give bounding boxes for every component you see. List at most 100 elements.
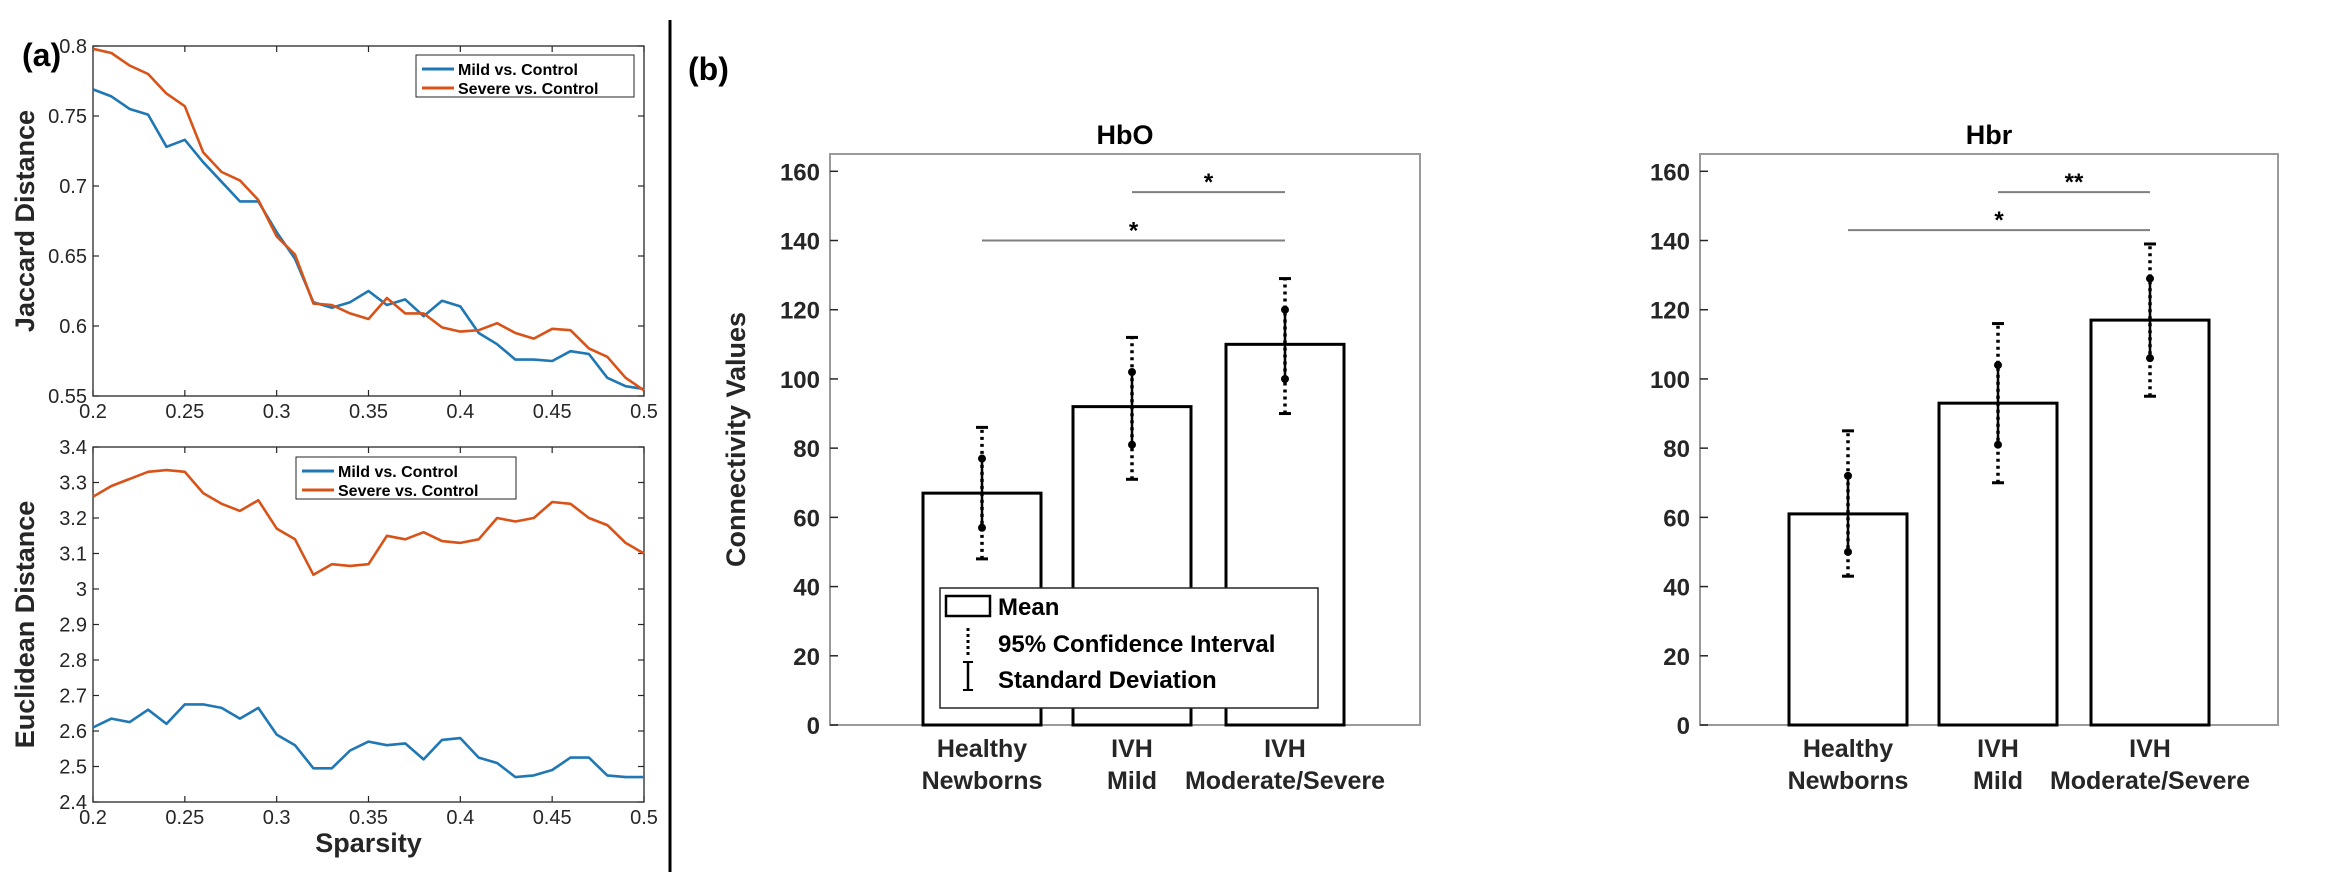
y-tick-label: 40 — [793, 575, 820, 602]
std-cap — [1281, 374, 1289, 383]
x-tick-label: 0.4 — [446, 401, 474, 423]
jaccard-chart: 0.2 0.25 0.3 0.35 0.4 0.45 0.5 0.55 0.6 0.65 0.7 0.… — [10, 36, 658, 423]
legend: Mean 95% Confidence Interval Standard Devi… — [939, 587, 1319, 709]
y-axis-label: Jaccard Distance — [10, 110, 40, 332]
x-tick-label: 0.4 — [446, 807, 474, 829]
std-cap — [1281, 305, 1289, 314]
y-tick-label: 160 — [780, 159, 820, 186]
x-tick-label: 0.35 — [349, 807, 388, 829]
y-tick-label: 20 — [793, 644, 820, 671]
y-tick-label: 80 — [793, 436, 820, 463]
y-tick-label: 2.9 — [59, 615, 87, 637]
y-axis-label: Connectivity Values — [721, 312, 751, 567]
y-tick-label: 0 — [807, 713, 820, 740]
y-tick-label: 20 — [1663, 644, 1690, 671]
significance-star: ** — [2065, 169, 2084, 196]
legend-label: Standard Deviation — [998, 667, 1217, 694]
x-tick-label: 0.25 — [165, 401, 204, 423]
legend-label: 95% Confidence Interval — [998, 631, 1275, 658]
y-tick-label: 100 — [780, 367, 820, 394]
x-tick-label: 0.2 — [79, 401, 107, 423]
category-label: Mild — [1107, 767, 1157, 795]
std-cap — [1994, 361, 2002, 370]
plot-frame — [92, 446, 645, 803]
y-tick-label: 0.6 — [59, 316, 87, 338]
category-label: Healthy — [937, 735, 1027, 763]
x-tick-label: 0.25 — [165, 807, 204, 829]
y-tick-label: 2.6 — [59, 721, 87, 743]
euclidean-chart: 0.2 0.25 0.3 0.35 0.4 0.45 0.5 2.4 2.5 2.6 2.7 2.8 2… — [10, 437, 658, 858]
legend-box — [295, 456, 517, 500]
legend-box — [415, 54, 635, 98]
legend-mean-swatch — [944, 594, 992, 618]
y-tick-label: 3.3 — [59, 473, 87, 495]
legend-box — [939, 587, 1319, 709]
y-tick-label: 160 — [1650, 159, 1690, 186]
y-tick-label: 60 — [1663, 505, 1690, 532]
significance-star: * — [1994, 207, 2004, 234]
panel-label-a: (a) — [22, 37, 61, 73]
std-cap — [978, 523, 986, 532]
legend-label: Mean — [998, 594, 1059, 621]
y-tick-label: 3.2 — [59, 508, 87, 530]
y-tick-label: 0.75 — [48, 106, 87, 128]
significance-star: * — [1129, 218, 1139, 245]
std-cap — [1844, 547, 1852, 556]
category-label: Moderate/Severe — [2050, 767, 2250, 795]
x-axis-label: Sparsity — [315, 828, 422, 858]
legend: Mild vs. Control Severe vs. Control — [415, 54, 635, 98]
std-cap — [2146, 274, 2154, 283]
x-tick-label: 0.35 — [349, 401, 388, 423]
y-tick-label: 140 — [780, 229, 820, 256]
legend-label: Severe vs. Control — [458, 81, 599, 98]
std-cap — [1844, 471, 1852, 480]
significance-star: * — [1204, 169, 1214, 196]
y-tick-label: 120 — [1650, 298, 1690, 325]
y-tick-label: 0.7 — [59, 176, 87, 198]
y-tick-label: 3 — [76, 579, 87, 601]
x-tick-label: 0.45 — [533, 807, 572, 829]
series-line — [92, 468, 645, 577]
series-line — [92, 88, 645, 391]
std-cap — [2146, 354, 2154, 363]
y-tick-label: 2.4 — [59, 792, 87, 814]
std-cap — [1128, 440, 1136, 449]
x-tick-label: 0.5 — [630, 401, 658, 423]
legend-label: Mild vs. Control — [338, 464, 458, 481]
category-label: Mild — [1973, 767, 2023, 795]
y-tick-label: 0.65 — [48, 246, 87, 268]
category-label: IVH — [1977, 735, 2019, 763]
category-label: Newborns — [922, 767, 1043, 795]
chart-title: HbO — [1097, 120, 1154, 150]
series-line — [92, 47, 645, 392]
std-cap — [978, 454, 986, 463]
std-cap — [1994, 440, 2002, 449]
y-tick-label: 2.5 — [59, 757, 87, 779]
y-tick-label: 120 — [780, 298, 820, 325]
y-tick-label: 60 — [793, 505, 820, 532]
legend: Mild vs. Control Severe vs. Control — [295, 456, 517, 500]
y-tick-label: 140 — [1650, 229, 1690, 256]
hbr-chart: Hbr 0 20 40 60 80 100 120 140 160 Healthy Newborns I… — [1650, 120, 2279, 795]
category-label: IVH — [1264, 735, 1306, 763]
category-label: Healthy — [1803, 735, 1893, 763]
x-tick-label: 0.3 — [263, 807, 291, 829]
x-tick-label: 0.2 — [79, 807, 107, 829]
y-tick-label: 2.7 — [59, 686, 87, 708]
y-axis-label: Euclidean Distance — [10, 501, 40, 749]
y-tick-label: 2.8 — [59, 650, 87, 672]
series-line — [92, 703, 644, 779]
y-tick-label: 100 — [1650, 367, 1690, 394]
y-tick-label: 40 — [1663, 575, 1690, 602]
y-tick-label: 3.4 — [59, 437, 87, 459]
x-tick-label: 0.3 — [263, 401, 291, 423]
bar — [1937, 401, 2059, 727]
legend-label: Mild vs. Control — [458, 62, 578, 79]
std-cap — [1128, 368, 1136, 377]
legend-label: Severe vs. Control — [338, 483, 479, 500]
y-tick-label: 80 — [1663, 436, 1690, 463]
x-tick-label: 0.45 — [533, 401, 572, 423]
y-tick-label: 0.55 — [48, 386, 87, 408]
y-tick-label: 0 — [1677, 713, 1690, 740]
